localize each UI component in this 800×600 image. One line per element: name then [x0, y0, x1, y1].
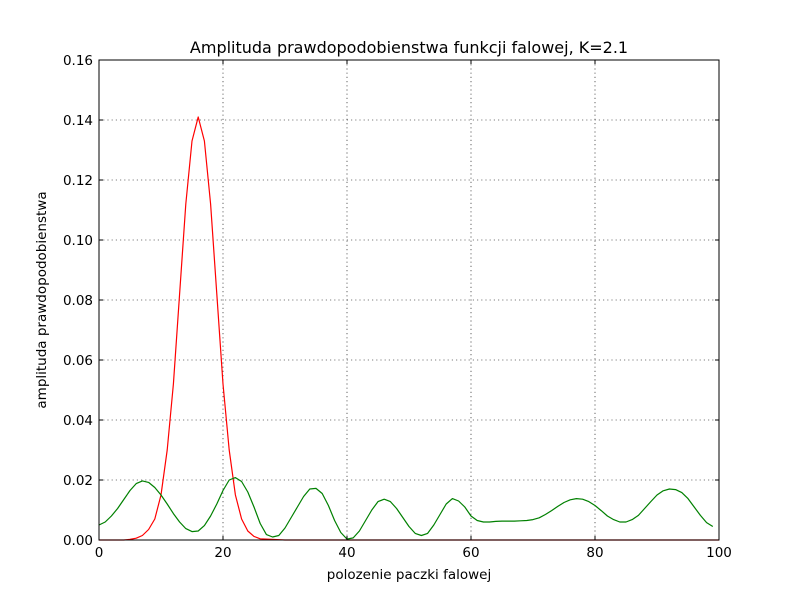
series-line-1 — [99, 116, 719, 541]
series-line-2 — [98, 477, 714, 540]
x-tick-label: 80 — [586, 545, 603, 561]
y-tick-label: 0.02 — [63, 473, 93, 489]
y-tick-label: 0.16 — [63, 53, 93, 69]
x-tick-label: 100 — [706, 545, 732, 561]
series-layer — [98, 116, 719, 541]
grid — [99, 60, 719, 540]
y-tick-label: 0.04 — [63, 413, 93, 429]
y-tick-label: 0.12 — [63, 173, 93, 189]
y-axis-label: amplituda prawdopodobienstwa — [34, 191, 50, 408]
y-tick-label: 0.14 — [63, 113, 93, 129]
y-tick-label: 0.08 — [63, 293, 93, 309]
ticks — [98, 59, 720, 541]
x-tick-label: 0 — [95, 545, 104, 561]
y-tick-label: 0.00 — [63, 533, 93, 549]
y-tick-label: 0.06 — [63, 353, 93, 369]
x-tick-label: 60 — [462, 545, 479, 561]
x-axis-label: polozenie paczki falowej — [327, 567, 491, 583]
y-tick-label: 0.10 — [63, 233, 93, 249]
x-tick-label: 20 — [214, 545, 231, 561]
chart-title: Amplituda prawdopodobienstwa funkcji fal… — [190, 38, 628, 57]
tick-labels: 0 20 40 60 80 100 0.00 0.02 0.04 0.06 0.08 0.10 0.12… — [63, 53, 732, 561]
x-tick-label: 40 — [338, 545, 355, 561]
